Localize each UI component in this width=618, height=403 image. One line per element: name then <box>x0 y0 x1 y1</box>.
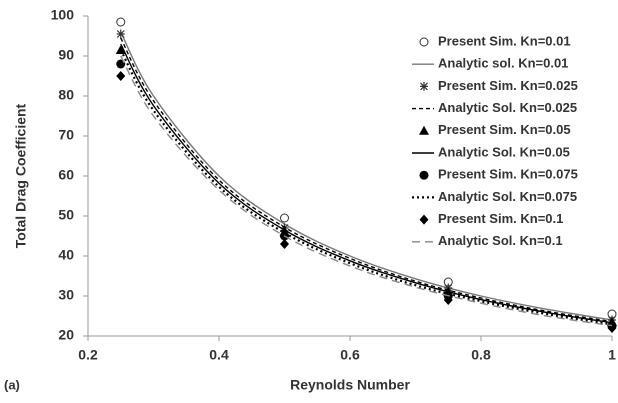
marker <box>419 125 429 135</box>
marker <box>116 17 126 27</box>
legend-label: Present Sim. Kn=0.01 <box>438 33 571 48</box>
legend-label: Present Sim. Kn=0.1 <box>438 211 563 226</box>
y-tick-label: 90 <box>58 47 74 63</box>
curve <box>120 43 613 324</box>
legend-label: Analytic Sol. Kn=0.075 <box>438 189 577 204</box>
marker <box>116 71 126 81</box>
y-tick-label: 60 <box>58 167 74 183</box>
x-tick-label: 0.6 <box>340 347 360 363</box>
y-axis-title: Total Drag Coefficient <box>13 103 29 248</box>
legend-label: Analytic sol. Kn=0.01 <box>438 56 568 71</box>
marker <box>420 81 428 91</box>
curve <box>120 31 613 321</box>
legend-label: Present Sim. Kn=0.05 <box>438 122 571 137</box>
y-tick-label: 20 <box>58 327 74 343</box>
y-tick-label: 100 <box>51 7 75 23</box>
y-tick-label: 50 <box>58 207 74 223</box>
panel-label: (a) <box>4 377 20 392</box>
x-tick-label: 0.8 <box>471 347 491 363</box>
y-tick-label: 70 <box>58 127 74 143</box>
x-tick-label: 0.4 <box>209 347 229 363</box>
legend-label: Analytic Sol. Kn=0.025 <box>438 100 577 115</box>
x-axis-title: Reynolds Number <box>290 377 410 393</box>
marker <box>443 295 453 305</box>
legend-label: Present Sim. Kn=0.025 <box>438 78 578 93</box>
marker <box>116 29 125 39</box>
marker <box>419 37 429 47</box>
curve <box>119 49 613 326</box>
legend-label: Analytic Sol. Kn=0.1 <box>438 233 563 248</box>
marker <box>115 45 126 54</box>
marker <box>280 239 289 249</box>
marker <box>419 214 429 225</box>
legend-label: Analytic Sol. Kn=0.05 <box>438 144 570 159</box>
curve <box>120 55 613 327</box>
marker <box>419 170 429 180</box>
y-tick-label: 30 <box>58 287 74 303</box>
x-tick-label: 0.2 <box>78 347 98 363</box>
x-tick-label: 1 <box>608 347 616 363</box>
y-tick-label: 40 <box>58 247 74 263</box>
y-tick-label: 80 <box>58 87 74 103</box>
marker <box>280 213 289 223</box>
legend-label: Present Sim. Kn=0.075 <box>438 167 578 182</box>
curve <box>120 37 613 323</box>
